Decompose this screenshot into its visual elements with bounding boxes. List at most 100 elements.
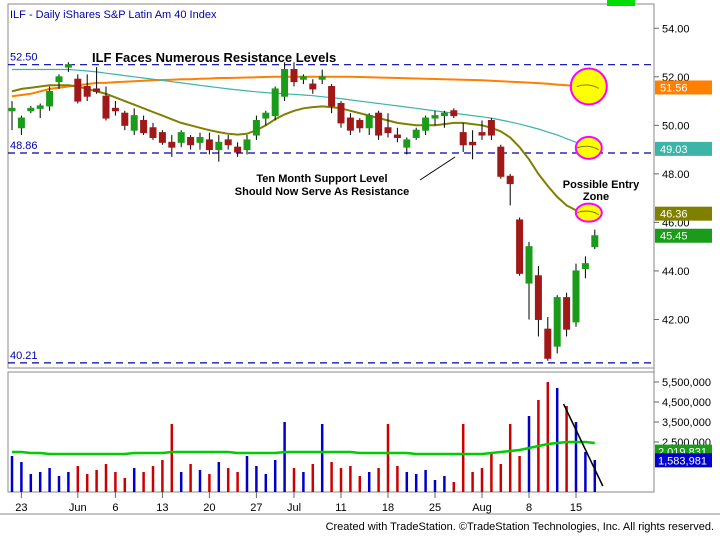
candle-body [591,235,599,248]
price-tick-label: 42.00 [662,314,690,326]
candle-body [271,88,279,117]
candle-body [506,175,514,185]
entry-annotation-line1: Possible Entry [563,179,640,191]
ma-mid-line [12,68,595,150]
candle-body [46,90,54,107]
candle-body [17,117,25,129]
candle-body [375,112,383,136]
support-annotation-line2: Should Now Serve As Resistance [235,186,409,198]
candle-body [422,117,430,131]
candle-body [497,146,505,177]
highlight-ma-segment [576,84,600,89]
candle-body [281,69,289,97]
candle-body [27,107,35,112]
candle-body [440,112,448,117]
candle-body [544,328,552,359]
date-tick-label: 25 [429,502,441,514]
candle-body [140,119,148,134]
candles-layer [8,62,599,361]
candle-body [337,102,345,124]
ma-short-line [11,84,595,215]
candle-body [516,219,524,274]
date-tick-label: 27 [250,502,262,514]
volume-layer: 2,500,0003,500,0004,500,0005,500,0002,01… [10,377,712,492]
candle-body [478,132,486,136]
price-tag-label: 51.56 [660,82,688,94]
highlight-ma-segment [576,210,600,216]
date-tick-label: 18 [382,502,394,514]
candle-body [318,76,326,80]
candle-body [158,132,166,143]
date-tick-label: 11 [335,502,346,514]
price-panel-frame [7,3,655,369]
candle-body [581,263,589,270]
level-label: 48.86 [10,140,38,152]
candle-body [534,275,542,320]
candle-body [356,119,364,129]
candle-body [8,107,16,112]
volume-tick-label: 5,500,000 [662,377,711,389]
candle-body [525,246,533,284]
candle-body [393,134,401,138]
date-tick-label: Jun [69,502,87,514]
date-tick-label: Aug [472,502,492,514]
chart-title: ILF Faces Numerous Resistance Levels [92,50,336,65]
candle-body [224,139,232,146]
candle-body [234,146,242,153]
candle-body [450,110,458,117]
highlight-ellipse [569,67,608,106]
green-status-square [607,0,635,6]
candle-body [252,119,260,136]
price-tag-label: 45.45 [660,231,688,243]
candle-body [196,136,204,143]
highlights-layer [569,67,608,223]
date-tick-label: 20 [203,502,215,514]
volume-tag-label: 1,583,981 [658,455,707,467]
candle-body [83,86,91,97]
candle-body [412,129,420,138]
price-tick-label: 54.00 [662,23,690,35]
candle-body [111,107,119,112]
candle-body [205,139,213,151]
volume-trendline [562,403,604,487]
level-label: 40.21 [10,350,38,362]
candle-body [149,127,157,138]
candle-body [102,95,110,119]
candle-body [328,86,336,107]
candle-body [384,127,392,134]
candle-body [459,132,467,146]
price-tag-label: 46.36 [660,209,688,221]
footer-credit: Created with TradeStation. ©TradeStation… [0,518,720,536]
candle-body [572,270,580,323]
price-tick-label: 50.00 [662,120,690,132]
candle-body [431,115,439,119]
candle-body [243,139,251,151]
candle-body [563,297,571,330]
highlight-ellipse [574,135,603,160]
candle-body [168,141,176,148]
candle-body [64,64,72,68]
date-tick-label: 15 [570,502,582,514]
candle-body [262,112,270,119]
candle-body [121,112,129,126]
volume-tick-label: 4,500,000 [662,397,711,409]
price-tick-label: 48.00 [662,169,690,181]
support-annotation-line1: Ten Month Support Level [256,173,387,185]
candle-body [36,105,44,109]
candle-body [290,69,298,83]
candle-body [130,115,138,131]
price-tag [655,80,712,95]
date-tick-label: 8 [526,502,532,514]
date-tick-label: 13 [156,502,168,514]
volume-tag [655,453,712,468]
candle-body [309,83,317,90]
price-tag-label: 49.03 [660,144,688,156]
price-axis: 42.0044.0046.0048.0050.0052.0054.0051.56… [654,23,712,326]
volume-ma-line [12,440,595,456]
date-tick-label: 6 [112,502,118,514]
price-tick-label: 44.00 [662,266,690,278]
candle-body [469,141,477,146]
